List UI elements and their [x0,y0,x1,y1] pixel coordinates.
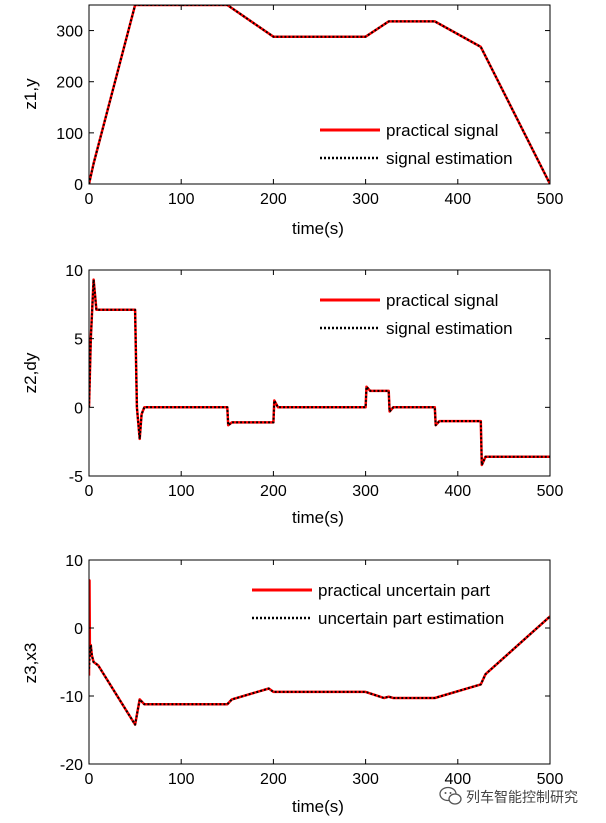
subplot-3-legend-label: practical uncertain part [318,581,490,600]
subplot-2-legend: practical signal signal estimation [320,291,513,338]
wechat-icon [439,786,462,805]
subplot-2-ytick-label: 0 [74,400,83,417]
subplot-1-legend-label: signal estimation [386,149,513,168]
subplot-3-frame [88,559,551,765]
subplot-1-ylabel: z1,y [21,78,40,110]
subplot-2-ylabel: z2,dy [21,352,40,393]
subplot-2-ytick-label: 10 [65,263,83,280]
subplot-3-xtick-label: 0 [85,771,94,788]
subplot-3-xtick-label: 300 [352,771,379,788]
subplot-2-xtick-label: 100 [168,483,195,500]
subplot-3-ytick-label: 0 [74,621,83,638]
subplot-2-ytick-label: -5 [69,469,83,486]
subplot-1-xtick-label: 300 [352,191,379,208]
subplot-3-xlabel: time(s) [292,797,344,816]
subplot-1-xtick-label: 0 [85,191,94,208]
subplot-1-ytick-label: 100 [56,126,83,143]
subplot-1-frame [88,4,551,185]
subplot-3-xtick-label: 100 [168,771,195,788]
subplot-1-legend: practical signal signal estimation [320,121,513,168]
subplot-1-series-estimation-line [89,5,550,184]
subplot-1-series [89,5,550,184]
subplot-3-legend: practical uncertain part uncertain part e… [252,581,504,628]
subplot-3-series [89,579,550,726]
subplot-2-xtick-label: 500 [537,483,564,500]
subplot-3-ytick-label: 10 [65,553,83,570]
subplot-2-legend-label: practical signal [386,291,498,310]
subplot-1-xtick-label: 200 [260,191,287,208]
subplot-3-ytick-label: -10 [60,689,83,706]
subplot-3-xtick-label: 400 [444,771,471,788]
subplot-3-legend-label: uncertain part estimation [318,609,504,628]
subplot-1-xtick-label: 400 [444,191,471,208]
subplot-2-xlabel: time(s) [292,508,344,527]
subplot-2-xtick-label: 200 [260,483,287,500]
subplot-2-frame [88,269,551,477]
subplot-2-series-estimation-line [89,278,550,466]
subplot-1-xtick-label: 500 [537,191,564,208]
subplot-3-xtick-label: 500 [537,771,564,788]
subplot-2-xtick-label: 400 [444,483,471,500]
subplot-2-series [89,278,550,467]
watermark-text: 列车智能控制研究 [466,789,578,806]
subplot-1-ytick-label: 300 [56,24,83,41]
watermark: 列车智能控制研究 [439,786,578,806]
subplot-1-axes: 0 100 200 300 400 500 0 100 200 300 [56,4,564,208]
subplot-3-axes: 0 100 200 300 400 500 -20 -10 0 10 [60,553,564,788]
subplot-1-ytick-label: 0 [74,177,83,194]
subplot-1-xtick-label: 100 [168,191,195,208]
subplot-2-xtick-label: 0 [85,483,94,500]
subplot-2-ytick-label: 5 [74,332,83,349]
subplot-1-legend-label: practical signal [386,121,498,140]
subplot-3-series-practical-line [89,579,550,726]
subplot-1-ytick-label: 200 [56,75,83,92]
subplot-3-ylabel: z3,x3 [21,643,40,684]
subplot-3-xtick-label: 200 [260,771,287,788]
subplot-3-ytick-label: -20 [60,757,83,774]
subplot-2-legend-label: signal estimation [386,319,513,338]
subplot-2-xtick-label: 300 [352,483,379,500]
subplot-3-series-estimation-line [89,615,550,726]
subplot-1-xlabel: time(s) [292,219,344,238]
